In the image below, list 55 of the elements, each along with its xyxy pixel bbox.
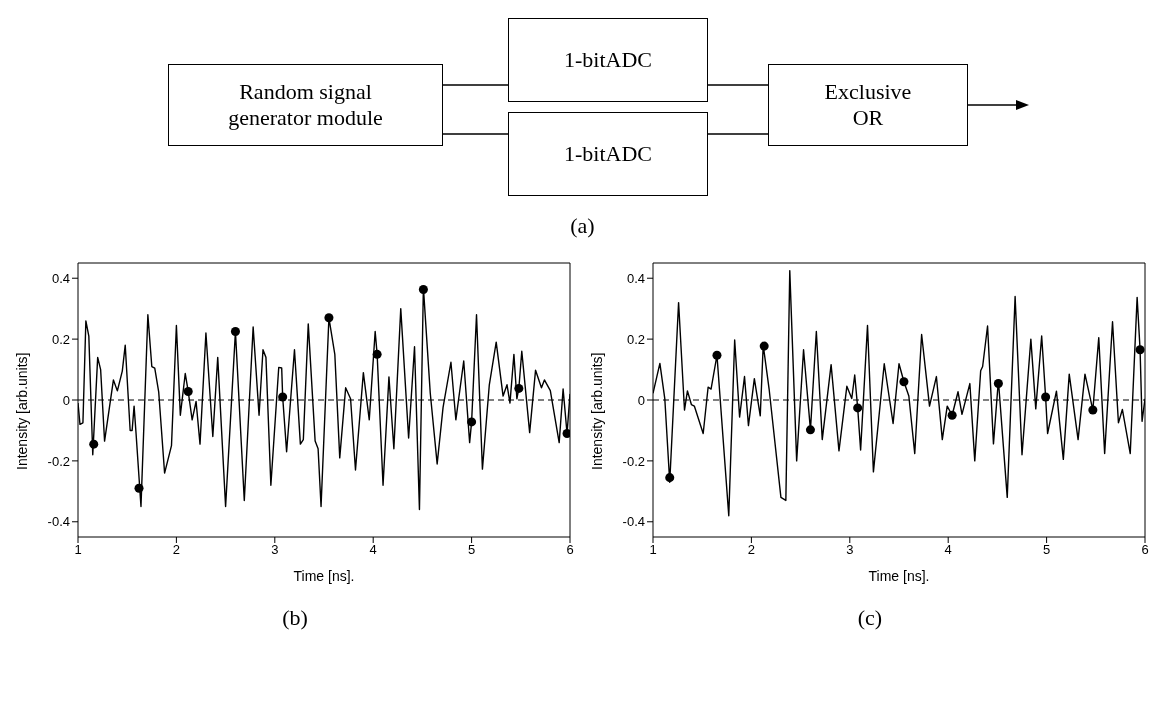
- y-axis-title: Intensity [arb.units]: [13, 352, 30, 470]
- x-tick-label: 2: [172, 542, 181, 558]
- text: (b): [281, 605, 309, 631]
- point: [324, 313, 334, 323]
- point: [418, 284, 428, 294]
- point: [759, 341, 769, 351]
- x-tick-label: 4: [369, 542, 377, 558]
- point: [562, 428, 570, 438]
- y-tick-label: -0.2: [47, 453, 70, 469]
- point: [899, 377, 909, 387]
- y-tick-label: 0.2: [51, 331, 70, 347]
- point: [712, 350, 722, 360]
- point: [372, 349, 382, 359]
- y-tick-label: 0: [637, 392, 645, 408]
- x-axis-title: Time [ns].: [293, 568, 355, 584]
- y-tick-label: 0.2: [626, 331, 645, 347]
- x-tick-label: 1: [74, 542, 82, 558]
- point: [230, 326, 240, 337]
- point: [805, 425, 815, 435]
- point: [1088, 405, 1098, 415]
- x-tick-label: 1: [649, 542, 657, 558]
- text: 1-bitADC: [508, 18, 708, 102]
- point: [183, 386, 193, 396]
- point: [853, 403, 863, 413]
- point: [134, 483, 144, 493]
- x-tick-label: 3: [846, 542, 854, 558]
- y-tick-label: -0.4: [47, 514, 70, 530]
- point: [278, 392, 288, 402]
- y-axis-title: Intensity [arb.units]: [588, 352, 605, 470]
- point: [947, 410, 957, 420]
- x-tick-label: 6: [1141, 542, 1149, 558]
- y-tick-label: 0.4: [626, 270, 645, 286]
- x-tick-label: 5: [1042, 542, 1051, 558]
- text: (c): [856, 605, 884, 631]
- point: [89, 439, 99, 449]
- x-tick-label: 3: [271, 542, 279, 558]
- text: Random signal generator module: [168, 64, 443, 146]
- text: 1-bitADC: [508, 112, 708, 196]
- x-tick-label: 4: [944, 542, 952, 558]
- point: [1041, 392, 1051, 402]
- y-tick-label: -0.4: [622, 514, 645, 530]
- point: [514, 383, 524, 393]
- text: (a): [569, 213, 596, 239]
- x-tick-label: 5: [467, 542, 476, 558]
- x-axis-title: Time [ns].: [868, 568, 930, 584]
- point: [665, 473, 675, 483]
- y-tick-label: -0.2: [622, 453, 645, 469]
- x-tick-label: 2: [747, 542, 756, 558]
- x-tick-label: 6: [566, 542, 574, 558]
- y-tick-label: 0.4: [51, 270, 70, 286]
- point: [1135, 345, 1145, 355]
- text: Exclusive OR: [768, 64, 968, 146]
- point: [467, 417, 477, 427]
- y-tick-label: 0: [62, 392, 70, 408]
- point: [993, 379, 1003, 389]
